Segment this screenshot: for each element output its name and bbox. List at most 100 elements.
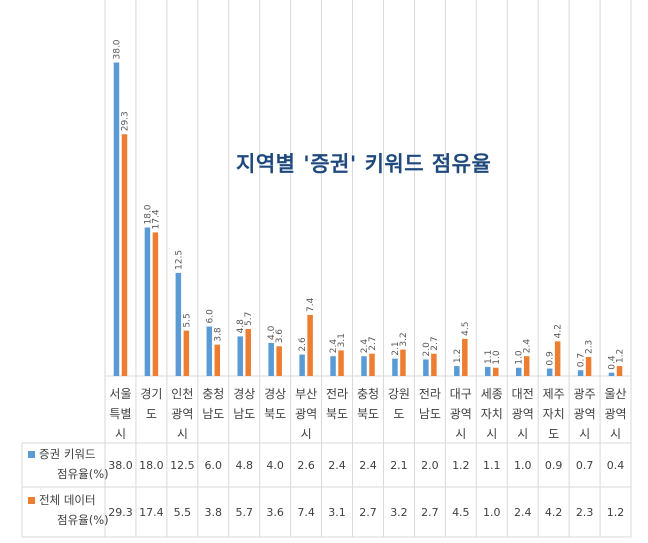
bar-total (493, 367, 499, 376)
category-label: 세종 (481, 387, 503, 401)
bar-keyword (546, 368, 553, 376)
category-label: 시 (579, 427, 590, 441)
bar-total (462, 338, 468, 376)
data-label: 3.2 (399, 332, 409, 346)
data-label: 5.5 (182, 313, 192, 327)
data-label: 0.7 (577, 353, 587, 367)
data-label: 2.4 (360, 339, 370, 354)
data-label: 2.7 (368, 336, 378, 350)
table-cell: 1.0 (483, 506, 501, 519)
category-label: 광역 (604, 407, 626, 421)
category-label: 북도 (357, 407, 379, 421)
table-cell: 1.1 (483, 459, 501, 472)
category-label: 도 (548, 427, 559, 441)
category-label: 대구 (450, 387, 472, 401)
data-label: 6.0 (205, 309, 215, 324)
category-label: 광역 (295, 407, 317, 421)
category-label: 시 (177, 427, 188, 441)
data-label: 4.8 (236, 319, 246, 334)
bar-keyword (423, 359, 429, 376)
bar-keyword (392, 358, 398, 376)
data-label: 4.2 (554, 324, 564, 338)
category-label: 인천 (171, 386, 193, 401)
bar-total (616, 366, 623, 376)
bar-keyword (485, 366, 491, 376)
category-label: 도 (146, 407, 157, 421)
table-cell: 2.3 (576, 506, 594, 519)
data-label: 3.8 (213, 327, 223, 342)
table-cell: 0.7 (576, 459, 594, 472)
bar-keyword (206, 326, 213, 376)
category-label: 전라 (419, 387, 441, 401)
category-label: 시 (610, 427, 621, 441)
data-label: 2.4 (329, 339, 339, 354)
data-label: 1.0 (492, 350, 502, 365)
table-cell: 2.1 (390, 459, 408, 472)
table-cell: 2.4 (359, 459, 377, 472)
category-label: 시 (486, 427, 497, 441)
table-cell: 4.0 (266, 459, 284, 472)
data-label: 1.2 (616, 349, 626, 363)
legend-key (28, 451, 35, 458)
category-label: 북도 (264, 407, 286, 421)
data-label: 1.2 (453, 349, 463, 363)
bar-total (121, 134, 128, 376)
data-label: 2.0 (422, 342, 432, 357)
data-label: 2.7 (430, 336, 440, 350)
table-cell: 1.2 (607, 506, 625, 519)
data-label: 38.0 (112, 39, 122, 59)
table-cell: 2.0 (421, 459, 439, 472)
data-label: 3.1 (337, 333, 347, 347)
legend-label: 점유율(%) (57, 513, 109, 527)
category-label: 광주 (574, 387, 596, 401)
bar-keyword (268, 343, 274, 376)
data-label: 2.4 (523, 339, 533, 354)
bar-keyword (454, 366, 460, 376)
table-cell: 3.8 (205, 506, 223, 519)
category-label: 남도 (202, 407, 224, 421)
table-cell: 2.7 (359, 506, 377, 519)
bar-total (431, 353, 437, 376)
bar-keyword (175, 272, 182, 376)
category-label: 대전 (512, 387, 534, 401)
table-cell: 12.5 (170, 459, 195, 472)
data-label: 2.3 (585, 340, 595, 354)
data-label: 0.9 (546, 351, 556, 366)
category-label: 도 (393, 407, 404, 421)
legend-label: 점유율(%) (57, 467, 109, 481)
category-label: 충청 (202, 387, 224, 401)
data-label: 3.6 (275, 329, 285, 344)
table-cell: 3.1 (328, 506, 346, 519)
table-cell: 4.5 (452, 506, 470, 519)
data-label: 17.4 (151, 209, 161, 229)
data-label: 2.1 (391, 341, 401, 355)
bar-total (214, 344, 221, 376)
table-cell: 29.3 (108, 506, 133, 519)
table-cell: 18.0 (139, 459, 164, 472)
bar-total (152, 232, 159, 376)
category-label: 광역 (171, 407, 193, 421)
category-label: 강원 (388, 387, 410, 401)
table-cell: 1.0 (514, 459, 532, 472)
category-label: 제주 (543, 387, 565, 401)
bar-total (400, 349, 406, 376)
category-label: 충청 (357, 387, 379, 401)
data-label: 2.6 (298, 337, 308, 352)
bar-total (585, 357, 592, 376)
data-label: 29.3 (120, 111, 130, 131)
bar-total (307, 314, 313, 376)
data-label: 1.1 (484, 350, 494, 364)
data-label: 1.0 (515, 350, 525, 365)
bar-total (183, 330, 190, 376)
table-cell: 6.0 (205, 459, 223, 472)
chart-title: 지역별 '증권' 키워드 점유율 (236, 152, 492, 176)
table-cell: 5.7 (235, 506, 253, 519)
category-label: 시 (517, 427, 528, 441)
bar-total (276, 346, 282, 376)
bar-keyword (237, 336, 243, 376)
bar-keyword (144, 227, 151, 376)
data-label: 4.0 (267, 325, 277, 340)
bar-keyword (515, 367, 522, 376)
